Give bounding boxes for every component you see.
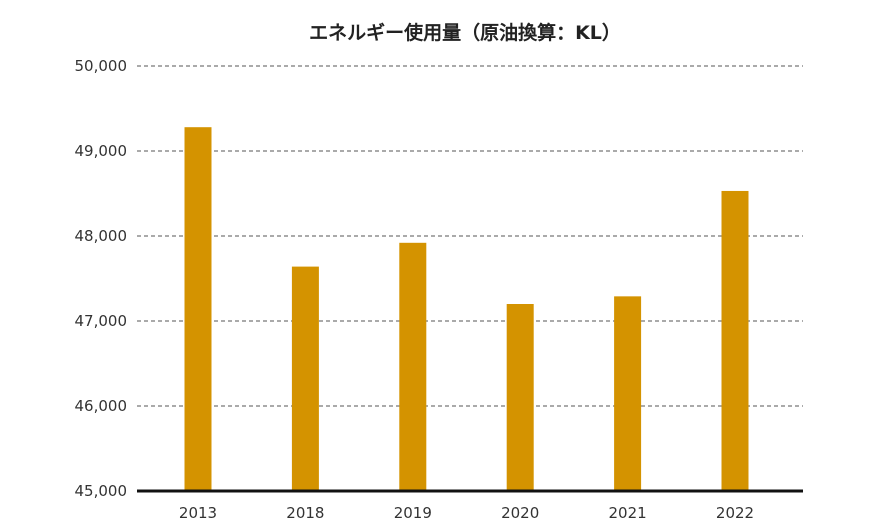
x-tick-label: 2013 [179, 504, 217, 522]
chart-title: エネルギー使用量（原油換算：KL） [309, 22, 621, 44]
x-tick-label: 2021 [609, 504, 647, 522]
y-tick-label: 45,000 [75, 482, 128, 500]
bar-2019 [399, 242, 427, 491]
x-tick-label: 2018 [286, 504, 324, 522]
bar-2022 [721, 190, 749, 491]
bars [184, 127, 749, 491]
y-tick-label: 50,000 [75, 57, 128, 75]
bar-2013 [184, 127, 212, 491]
y-tick-label: 47,000 [75, 312, 128, 330]
bar-2021 [614, 296, 642, 491]
x-tick-label: 2019 [394, 504, 432, 522]
y-tick-label: 46,000 [75, 397, 128, 415]
x-tick-label: 2020 [501, 504, 539, 522]
y-axis-tick-labels: 45,000 46,000 47,000 48,000 49,000 50,000 [75, 57, 128, 500]
x-axis-tick-labels: 2013 2018 2019 2020 2021 2022 [179, 504, 754, 522]
bar-2018 [291, 266, 319, 491]
y-tick-label: 49,000 [75, 142, 128, 160]
bar-2020 [506, 304, 534, 491]
y-tick-label: 48,000 [75, 227, 128, 245]
grid-lines [137, 65, 803, 407]
x-tick-label: 2022 [716, 504, 754, 522]
